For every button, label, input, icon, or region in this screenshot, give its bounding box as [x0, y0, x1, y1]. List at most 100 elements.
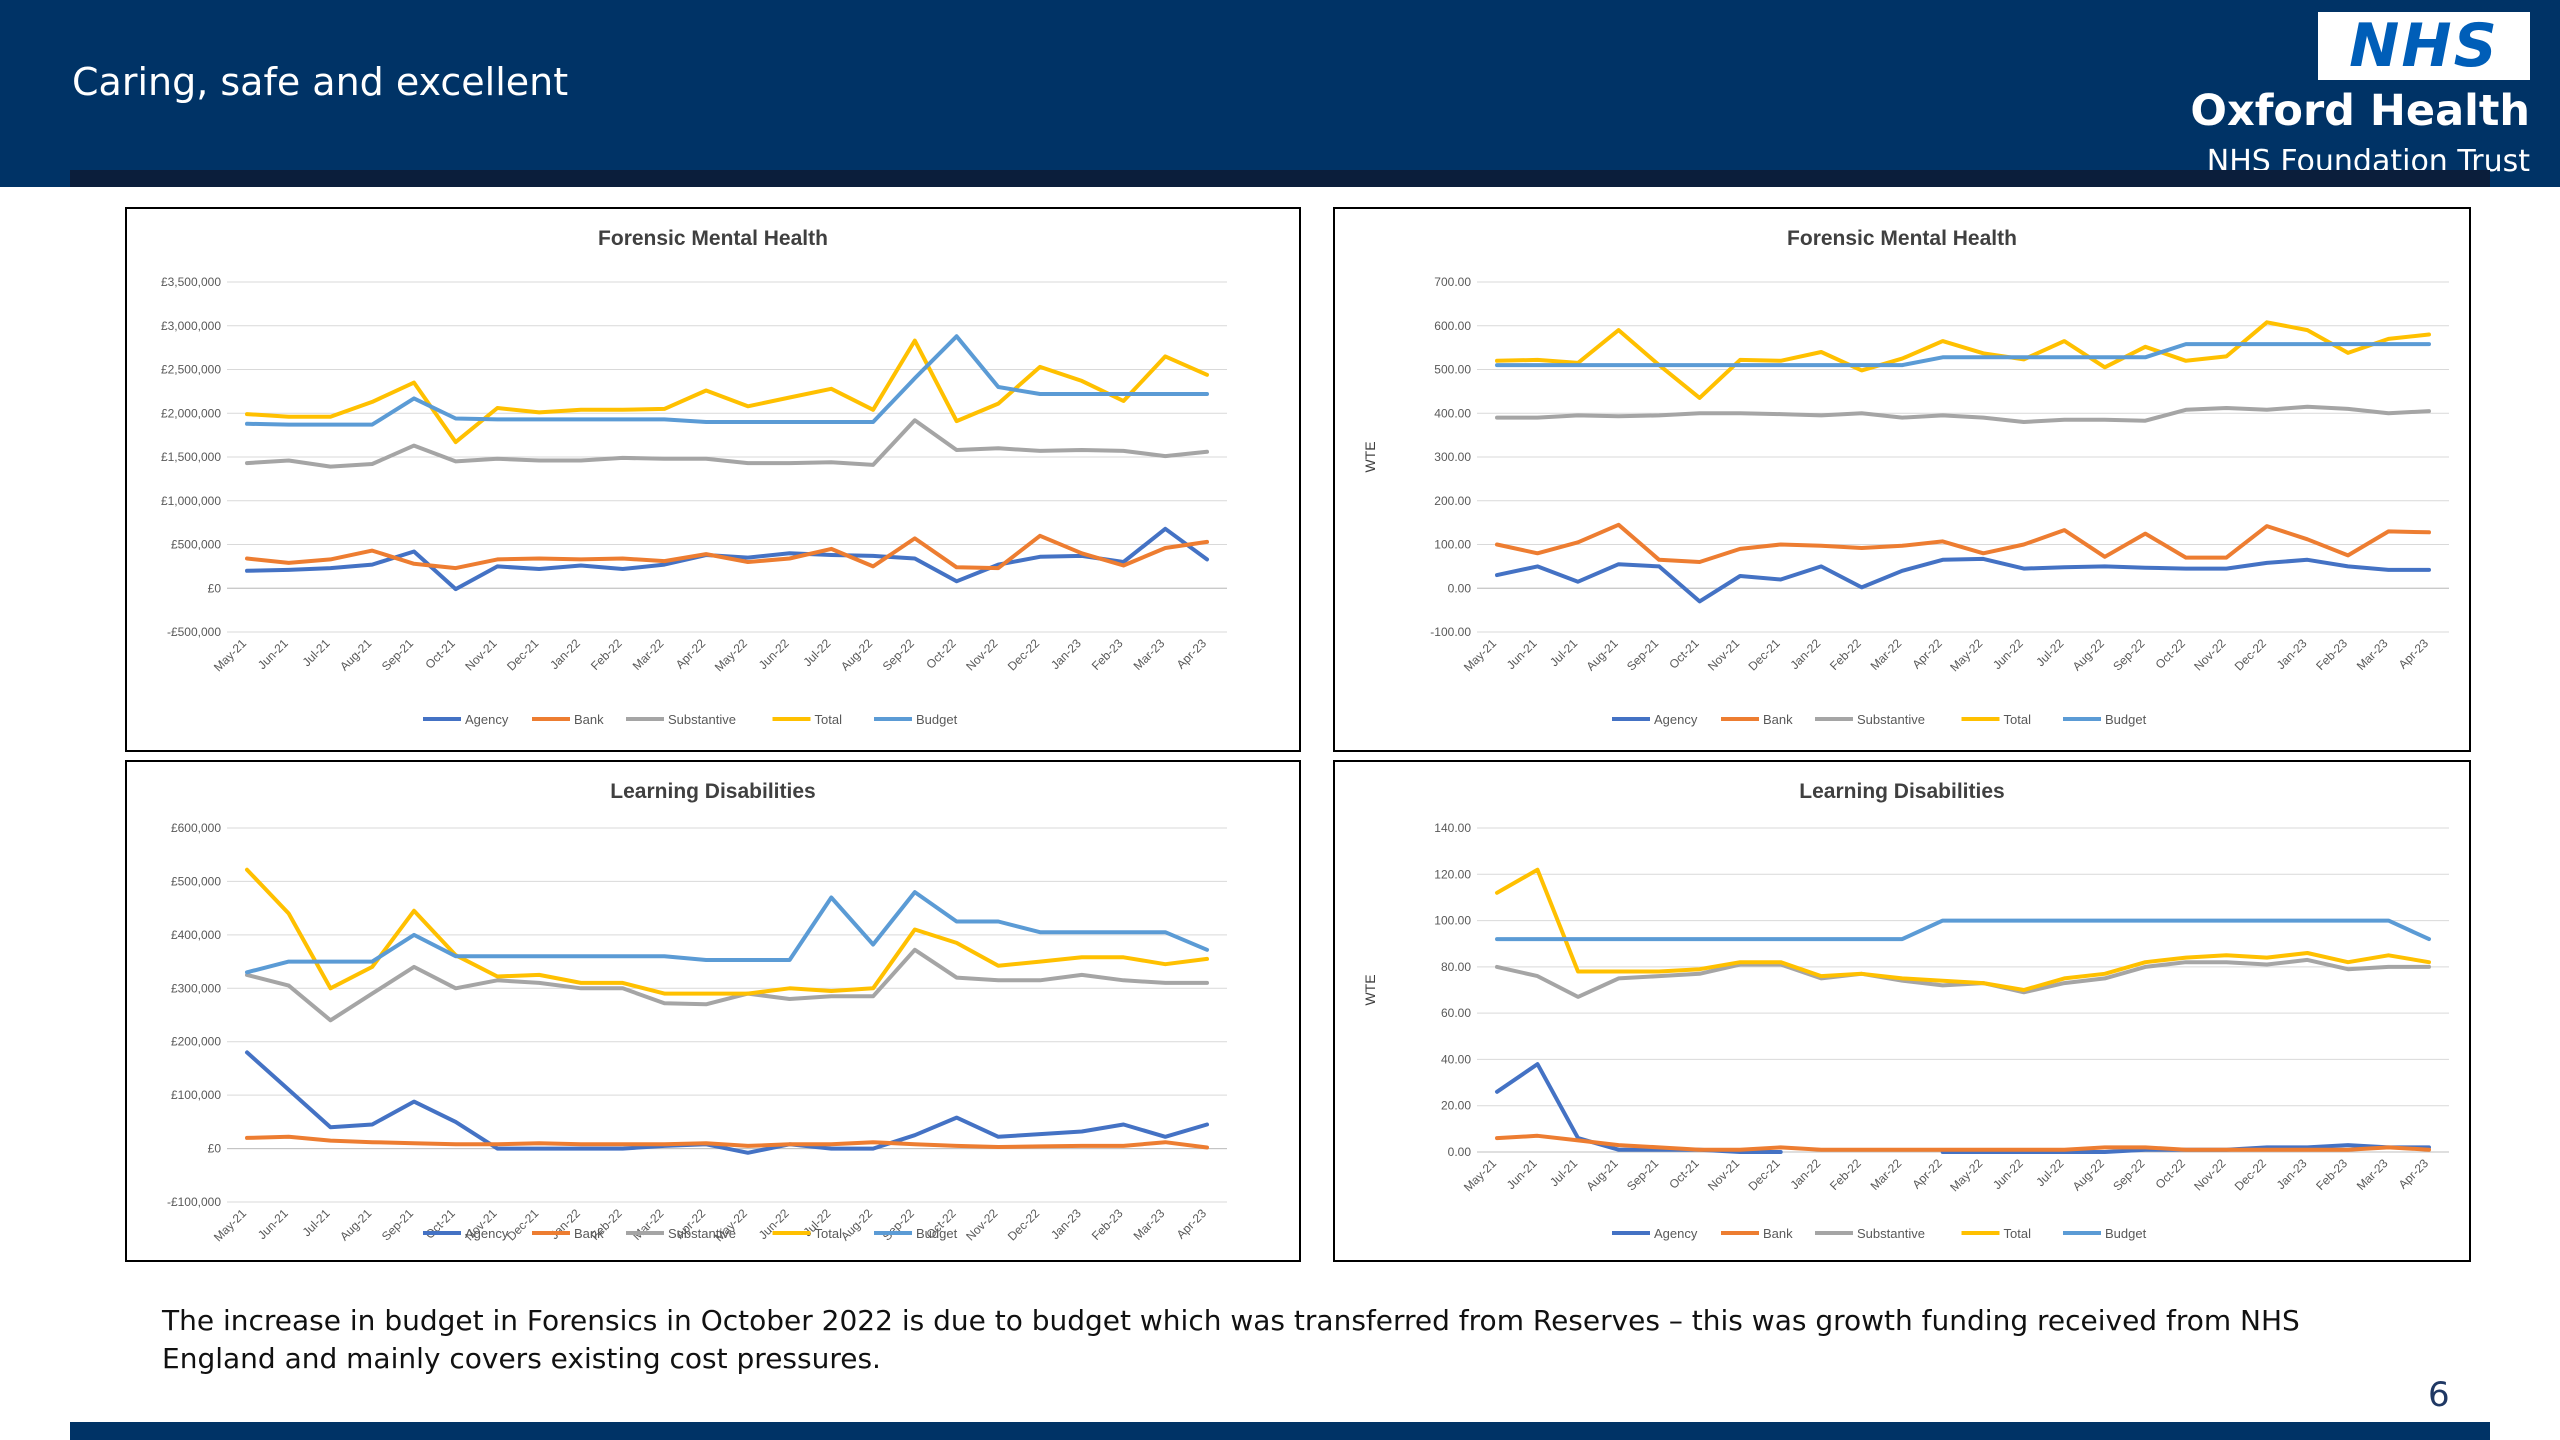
y-tick-label: -£100,000	[167, 1195, 221, 1209]
series-line-total	[1495, 320, 2431, 400]
y-tick-label: £300,000	[171, 981, 221, 995]
x-tick-label: Nov-21	[462, 636, 499, 673]
y-tick-label: £500,000	[171, 874, 221, 888]
y-tick-label: 100.00	[1434, 538, 1471, 552]
legend-label-budget: Budget	[916, 712, 958, 727]
series-line-substantive	[1495, 404, 2431, 424]
x-tick-label: Dec-22	[1005, 1206, 1042, 1243]
y-tick-label: £3,000,000	[161, 319, 221, 333]
y-tick-label: 600.00	[1434, 319, 1471, 333]
legend-label-substantive: Substantive	[1857, 712, 1925, 727]
x-tick-label: Dec-21	[504, 1206, 541, 1243]
legend-label-budget: Budget	[2105, 1226, 2147, 1241]
page-number: 6	[2428, 1375, 2450, 1415]
x-tick-label: Jul-22	[2033, 636, 2066, 669]
x-tick-label: May-22	[712, 636, 750, 674]
x-tick-label: Mar-23	[2354, 636, 2391, 673]
y-tick-label: 100.00	[1434, 914, 1471, 928]
legend-label-total: Total	[815, 1226, 843, 1241]
y-tick-label: 20.00	[1441, 1099, 1471, 1113]
x-tick-label: Feb-22	[1827, 636, 1864, 673]
chart-title: Learning Disabilities	[610, 780, 815, 803]
series-line-bank	[1495, 1133, 2431, 1152]
x-tick-label: Nov-22	[963, 636, 1000, 673]
x-tick-label: Jun-22	[1990, 1156, 2026, 1192]
x-tick-label: Jun-22	[756, 636, 792, 672]
y-tick-label: 200.00	[1434, 494, 1471, 508]
y-tick-label: 500.00	[1434, 363, 1471, 377]
x-tick-label: Oct-22	[2153, 1156, 2189, 1192]
tagline: Caring, safe and excellent	[72, 60, 569, 104]
chart-title: Forensic Mental Health	[1787, 227, 2017, 250]
y-tick-label: 0.00	[1448, 1145, 1472, 1159]
x-tick-label: Mar-22	[1868, 1156, 1905, 1193]
series-line-total	[1495, 867, 2431, 992]
series-line-bank	[245, 1134, 1209, 1150]
x-tick-label: Apr-23	[1174, 636, 1210, 672]
x-tick-label: Jul-21	[300, 636, 333, 669]
x-tick-label: Jan-22	[1787, 1156, 1823, 1192]
x-tick-label: Mar-23	[1131, 636, 1168, 673]
x-tick-label: Mar-22	[630, 636, 667, 673]
legend-label-substantive: Substantive	[1857, 1226, 1925, 1241]
y-tick-label: -£500,000	[167, 625, 221, 639]
chart-svg: Learning Disabilities WTE 0.00 20.00 40.00 60…	[1362, 780, 2449, 1241]
x-tick-label: May-21	[1461, 1156, 1499, 1194]
x-tick-label: May-21	[211, 1206, 249, 1244]
y-tick-label: £200,000	[171, 1035, 221, 1049]
x-tick-label: May-21	[1461, 636, 1499, 674]
x-tick-label: Apr-23	[2396, 1156, 2432, 1192]
x-tick-label: Dec-21	[1746, 1156, 1783, 1193]
legend-label-agency: Agency	[465, 712, 509, 727]
series-line-agency	[245, 1050, 1209, 1155]
x-tick-label: Aug-21	[337, 636, 374, 673]
x-tick-label: Mar-22	[630, 1206, 667, 1243]
legend-label-substantive: Substantive	[668, 712, 736, 727]
y-tick-label: £0	[208, 1142, 222, 1156]
x-tick-label: Feb-23	[1089, 1206, 1126, 1243]
x-tick-label: Aug-21	[1583, 636, 1620, 673]
x-tick-label: Mar-22	[1868, 636, 1905, 673]
x-tick-label: Oct-21	[1666, 636, 1702, 672]
x-tick-label: Jul-21	[300, 1206, 333, 1239]
x-tick-label: Jun-22	[756, 1206, 792, 1242]
legend-label-substantive: Substantive	[668, 1226, 736, 1241]
series-line-budget	[245, 890, 1209, 975]
x-tick-label: Aug-21	[337, 1206, 374, 1243]
y-tick-label: 300.00	[1434, 450, 1471, 464]
y-tick-label: £400,000	[171, 928, 221, 942]
nhs-logo-mark: NHS	[2318, 12, 2530, 80]
legend-label-bank: Bank	[1763, 1226, 1793, 1241]
x-tick-label: Nov-21	[1705, 1156, 1742, 1193]
x-tick-label: Feb-22	[588, 636, 625, 673]
x-tick-label: Jun-21	[255, 636, 291, 672]
x-tick-label: Apr-22	[673, 636, 709, 672]
series-line-bank	[245, 533, 1209, 571]
x-tick-label: Jul-22	[2033, 1156, 2066, 1189]
x-tick-label: Oct-21	[422, 1206, 458, 1242]
x-tick-label: Apr-22	[1909, 1156, 1945, 1192]
legend-label-agency: Agency	[465, 1226, 509, 1241]
x-tick-label: Jan-23	[2274, 636, 2310, 672]
legend-label-budget: Budget	[916, 1226, 958, 1241]
x-tick-label: Nov-22	[2191, 1156, 2228, 1193]
x-tick-label: Oct-22	[923, 636, 959, 672]
x-tick-label: Aug-22	[838, 636, 875, 673]
y-tick-label: 400.00	[1434, 406, 1471, 420]
chart-forensic-wte: Forensic Mental Health WTE -100.00 0.00 100.…	[1333, 207, 2471, 752]
org-name: Oxford Health	[2190, 86, 2530, 136]
y-tick-label: £3,500,000	[161, 275, 221, 289]
y-tick-label: £100,000	[171, 1088, 221, 1102]
y-tick-label: 140.00	[1434, 821, 1471, 835]
x-tick-label: May-22	[1947, 636, 1985, 674]
x-tick-label: Dec-22	[2232, 1156, 2269, 1193]
x-tick-label: Jun-21	[255, 1206, 291, 1242]
y-tick-label: 80.00	[1441, 960, 1471, 974]
x-tick-label: Dec-22	[1005, 636, 1042, 673]
chart-svg: Forensic Mental Health -£500,000 £0 £500,00…	[161, 227, 1227, 727]
x-tick-label: Sep-21	[1624, 1156, 1661, 1193]
y-tick-label: 40.00	[1441, 1052, 1471, 1066]
series-line-bank	[1495, 522, 2431, 564]
series-line-substantive	[245, 947, 1209, 1023]
x-tick-label: Dec-22	[2232, 636, 2269, 673]
